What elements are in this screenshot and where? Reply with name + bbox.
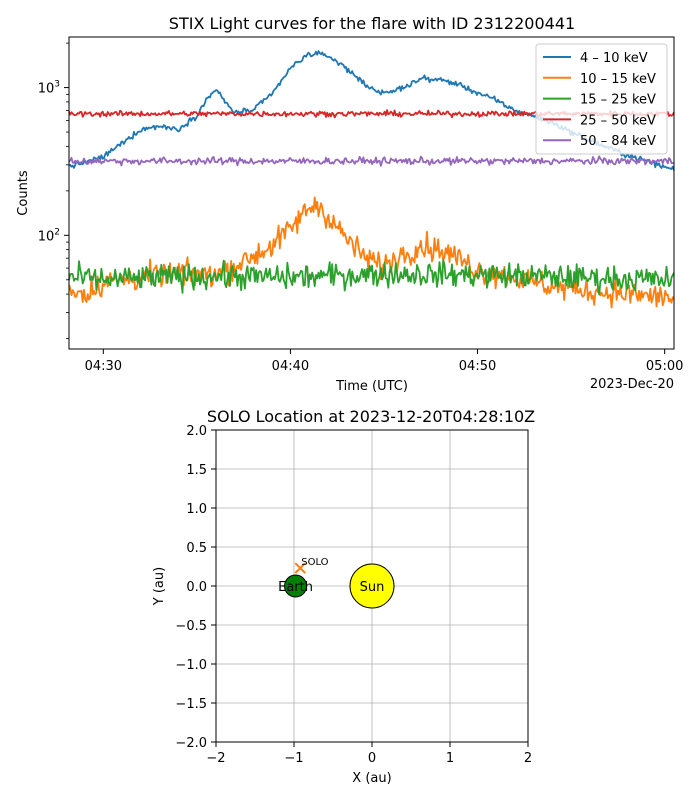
- x-tick-label: 05:00: [646, 359, 683, 374]
- y-tick-label: 0.0: [186, 580, 207, 595]
- location-x-label: X (au): [352, 771, 391, 786]
- light-curve-x-label: Time (UTC): [335, 379, 408, 394]
- legend-label: 10 – 15 keV: [580, 72, 656, 87]
- earth-marker: [284, 574, 308, 598]
- location-y-ticks: 2.0 1.5 1.0 0.5 0.0 −0.5 −1.0 −1.5 −2.0: [175, 424, 216, 751]
- sun-label: Sun: [360, 580, 385, 595]
- solo-label: SOLO: [301, 557, 328, 568]
- x-tick-label: 1: [446, 751, 454, 766]
- legend-label: 25 – 50 keV: [580, 113, 656, 128]
- y-tick-label: 102: [38, 227, 60, 244]
- location-y-label: Y (au): [152, 567, 167, 606]
- y-tick-label: 103: [38, 80, 60, 97]
- y-tick-label: −1.0: [175, 658, 207, 673]
- light-curve-axes-frame: [68, 36, 675, 350]
- legend-box: [535, 43, 668, 155]
- y-tick-label: 1.5: [186, 463, 207, 478]
- legend-label: 15 – 25 keV: [580, 93, 656, 108]
- solo-marker: [294, 562, 306, 574]
- light-curve-title: STIX Light curves for the flare with ID …: [169, 14, 575, 33]
- x-tick-label: 04:30: [85, 359, 122, 374]
- location-x-ticks: −2 −1 0 1 2: [206, 742, 532, 766]
- x-tick-label: −2: [206, 751, 225, 766]
- y-tick-label: −1.5: [175, 697, 207, 712]
- light-curve-x-ticks: 04:30 04:40 04:50 05:00: [85, 349, 683, 374]
- legend-label: 4 – 10 keV: [580, 51, 648, 66]
- series-line-1: [68, 196, 675, 309]
- sun-marker: [349, 563, 395, 609]
- light-curve-date-label: 2023-Dec-20: [590, 377, 674, 392]
- light-curve-y-label: Counts: [16, 170, 31, 216]
- x-tick-label: −1: [284, 751, 303, 766]
- x-tick-label: 0: [368, 751, 376, 766]
- light-curve-y-ticks: 102 103: [38, 42, 69, 339]
- x-tick-label: 2: [524, 751, 532, 766]
- location-title: SOLO Location at 2023-12-20T04:28:10Z: [207, 407, 535, 426]
- y-tick-label: −2.0: [175, 736, 207, 751]
- earth-label: Earth: [278, 580, 313, 595]
- series-line-4: [68, 155, 675, 167]
- x-tick-label: 04:50: [459, 359, 496, 374]
- legend-label: 50 – 84 keV: [580, 134, 656, 149]
- y-tick-label: 2.0: [186, 424, 207, 439]
- light-curve-legend: 4 – 10 keV 10 – 15 keV 15 – 25 keV 25 – 50 …: [535, 43, 668, 155]
- y-tick-label: 0.5: [186, 541, 207, 556]
- y-tick-label: −0.5: [175, 619, 207, 634]
- x-tick-label: 04:40: [272, 359, 309, 374]
- location-bodies: Sun Earth SOLO: [278, 557, 395, 609]
- series-line-2: [68, 258, 675, 296]
- y-tick-label: 1.0: [186, 502, 207, 517]
